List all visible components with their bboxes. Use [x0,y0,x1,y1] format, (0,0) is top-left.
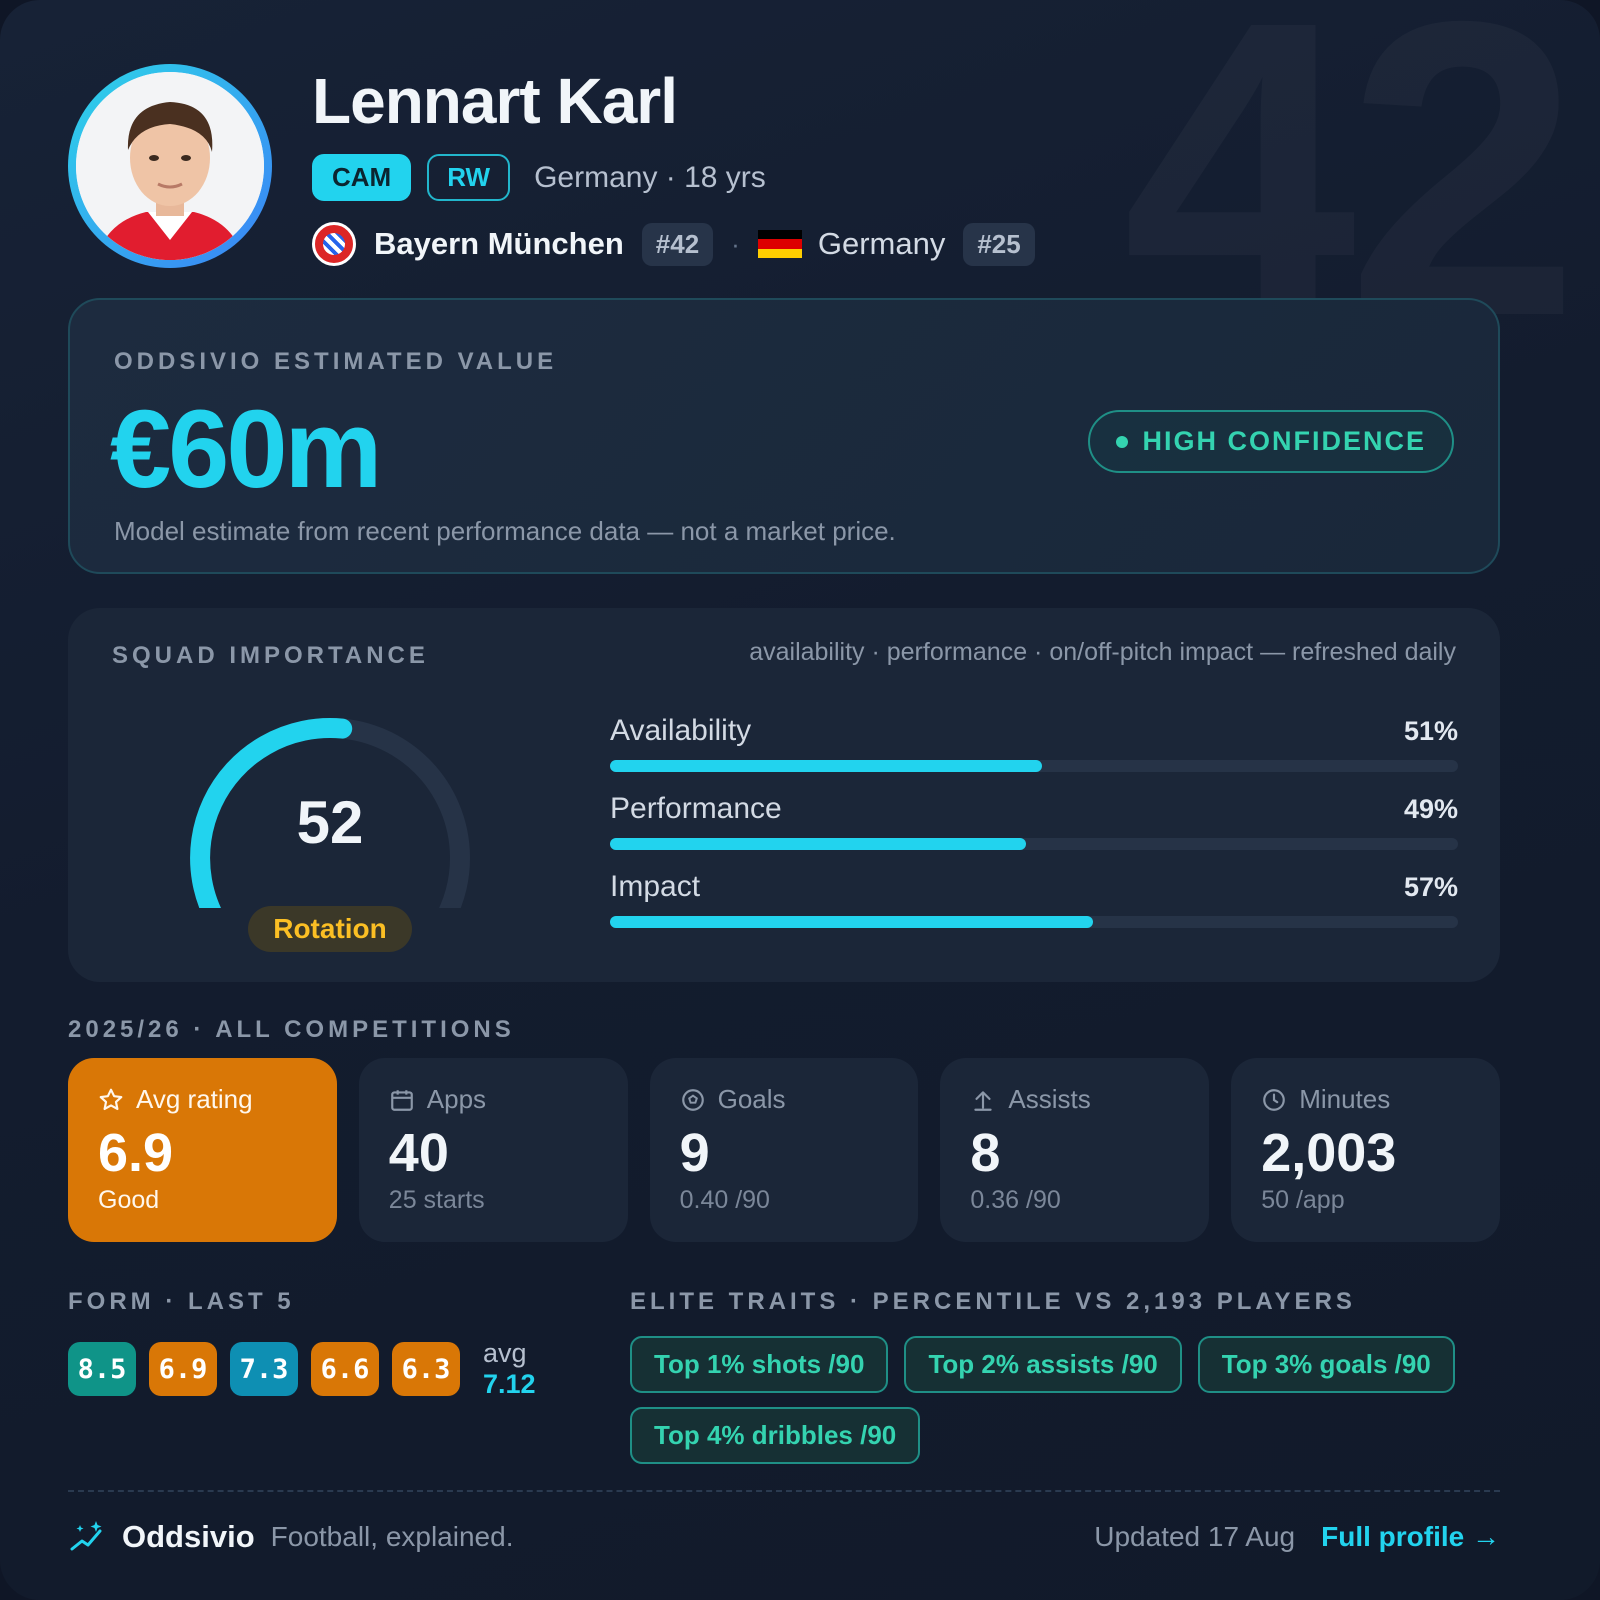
status-dot-icon [1116,435,1129,448]
brand-tagline: Football, explained. [270,1521,514,1552]
squad-importance-card: SQUAD IMPORTANCE availability · performa… [68,608,1500,982]
stat-label: Minutes [1299,1084,1391,1114]
bar-fill [610,916,1094,928]
form-rating-chip[interactable]: 6.6 [311,1342,379,1396]
form-rating-chip[interactable]: 6.3 [392,1342,460,1396]
star-icon [99,1088,123,1110]
separator: · [731,228,740,259]
stat-label: Goals [717,1084,786,1114]
bar-percent: 51% [1403,716,1458,746]
importance-gauge [190,718,470,908]
club-crest-icon [312,222,356,266]
estimated-value: €60m [110,388,382,511]
trait-chip[interactable]: Top 2% assists /90 [904,1336,1182,1393]
stat-value: 40 [388,1123,449,1183]
trait-chip[interactable]: Top 3% goals /90 [1197,1336,1455,1393]
stat-sub: 25 starts [388,1186,485,1214]
bar-impact: Impact 57% [610,870,1458,928]
stat-value: 2,003 [1261,1123,1397,1183]
form-average: avg 7.12 [483,1340,536,1398]
bar-fill [610,760,1043,772]
bar-availability: Availability 51% [610,714,1458,772]
player-photo [76,72,264,260]
season-stats: Avg rating 6.9 Good Apps 40 25 starts Go… [68,1058,1500,1242]
stat-value: 6.9 [98,1123,174,1183]
form-row: 8.5 6.9 7.3 6.6 6.3 avg 7.12 [68,1340,536,1398]
player-avatar [68,64,272,268]
season-eyebrow: 2025/26 · ALL COMPETITIONS [68,1016,515,1043]
stat-value: 8 [970,1123,1001,1183]
form-rating-chip[interactable]: 8.5 [68,1342,136,1396]
form-avg-value: 7.12 [483,1369,536,1399]
stat-label: Assists [1008,1084,1091,1114]
value-eyebrow: ODDSIVIO ESTIMATED VALUE [114,348,558,375]
tier-badge: Rotation [248,906,412,952]
stat-sub: 0.36 /90 [970,1186,1061,1214]
germany-flag-icon [757,230,802,258]
national-team-name[interactable]: Germany [817,226,946,261]
arrow-up-icon [974,1090,993,1111]
club-name[interactable]: Bayern München [374,226,624,261]
bar-percent: 49% [1403,794,1458,824]
stat-sub: Good [98,1186,160,1214]
trait-chip[interactable]: Top 1% shots /90 [630,1336,889,1393]
stat-assists[interactable]: Assists 8 0.36 /90 [940,1058,1210,1242]
club-row: Bayern München #42 · Germany #25 [312,222,1035,266]
form-eyebrow: FORM · LAST 5 [68,1288,295,1315]
club-shirt-number: #42 [641,222,714,266]
updated-date: Updated 17 Aug [1094,1521,1296,1552]
bar-fill [610,838,1026,850]
player-meta: Germany · 18 yrs [534,160,766,194]
bar-label: Impact [610,870,701,903]
stat-avg-rating[interactable]: Avg rating 6.9 Good [68,1058,337,1242]
bar-label: Performance [610,792,782,825]
position-badge-primary: CAM [312,154,412,201]
footer: Oddsivio Football, explained. Updated 17… [68,1512,1500,1562]
form-avg-label: avg [483,1338,527,1368]
clock-icon [1263,1088,1286,1111]
player-name: Lennart Karl [312,65,678,137]
stat-sub: 0.40 /90 [679,1186,770,1214]
squad-eyebrow: SQUAD IMPORTANCE [112,642,429,669]
brand-sparkle-icon [70,1521,102,1551]
stat-sub: 50 /app [1261,1186,1345,1214]
estimated-value-card: ODDSIVIO ESTIMATED VALUE €60m HIGH CONFI… [68,298,1500,574]
squad-subtitle: availability · performance · on/off-pitc… [749,638,1456,666]
gauge-fill [190,718,353,908]
trait-chip[interactable]: Top 4% dribbles /90 [630,1407,921,1464]
traits-eyebrow: ELITE TRAITS · PERCENTILE VS 2,193 PLAYE… [630,1288,1356,1315]
value-disclaimer: Model estimate from recent performance d… [114,516,896,546]
importance-score: 52 [296,789,364,856]
form-rating-chip[interactable]: 7.3 [230,1342,298,1396]
form-rating-chip[interactable]: 6.9 [149,1342,217,1396]
stat-minutes[interactable]: Minutes 2,003 50 /app [1231,1058,1500,1242]
positions-row: CAM RW Germany · 18 yrs [312,154,766,201]
stat-apps[interactable]: Apps 40 25 starts [358,1058,628,1242]
confidence-label: HIGH CONFIDENCE [1142,426,1426,456]
elite-traits: Top 1% shots /90 Top 2% assists /90 Top … [630,1336,1490,1464]
calendar-icon [390,1089,413,1111]
stat-label: Apps [426,1084,487,1114]
brand-name: Oddsivio [122,1519,255,1554]
footer-divider [68,1490,1500,1492]
ball-icon [681,1088,704,1111]
stat-value: 9 [679,1123,710,1183]
bar-performance: Performance 49% [610,792,1458,850]
national-shirt-number: #25 [963,222,1035,266]
stat-label: Avg rating [136,1084,253,1114]
confidence-badge: HIGH CONFIDENCE [1088,410,1454,473]
bar-percent: 57% [1403,872,1458,902]
bar-label: Availability [610,714,752,747]
full-profile-link[interactable]: Full profile → [1321,1521,1500,1552]
position-badge-secondary: RW [427,154,511,201]
stat-goals[interactable]: Goals 9 0.40 /90 [649,1058,919,1242]
